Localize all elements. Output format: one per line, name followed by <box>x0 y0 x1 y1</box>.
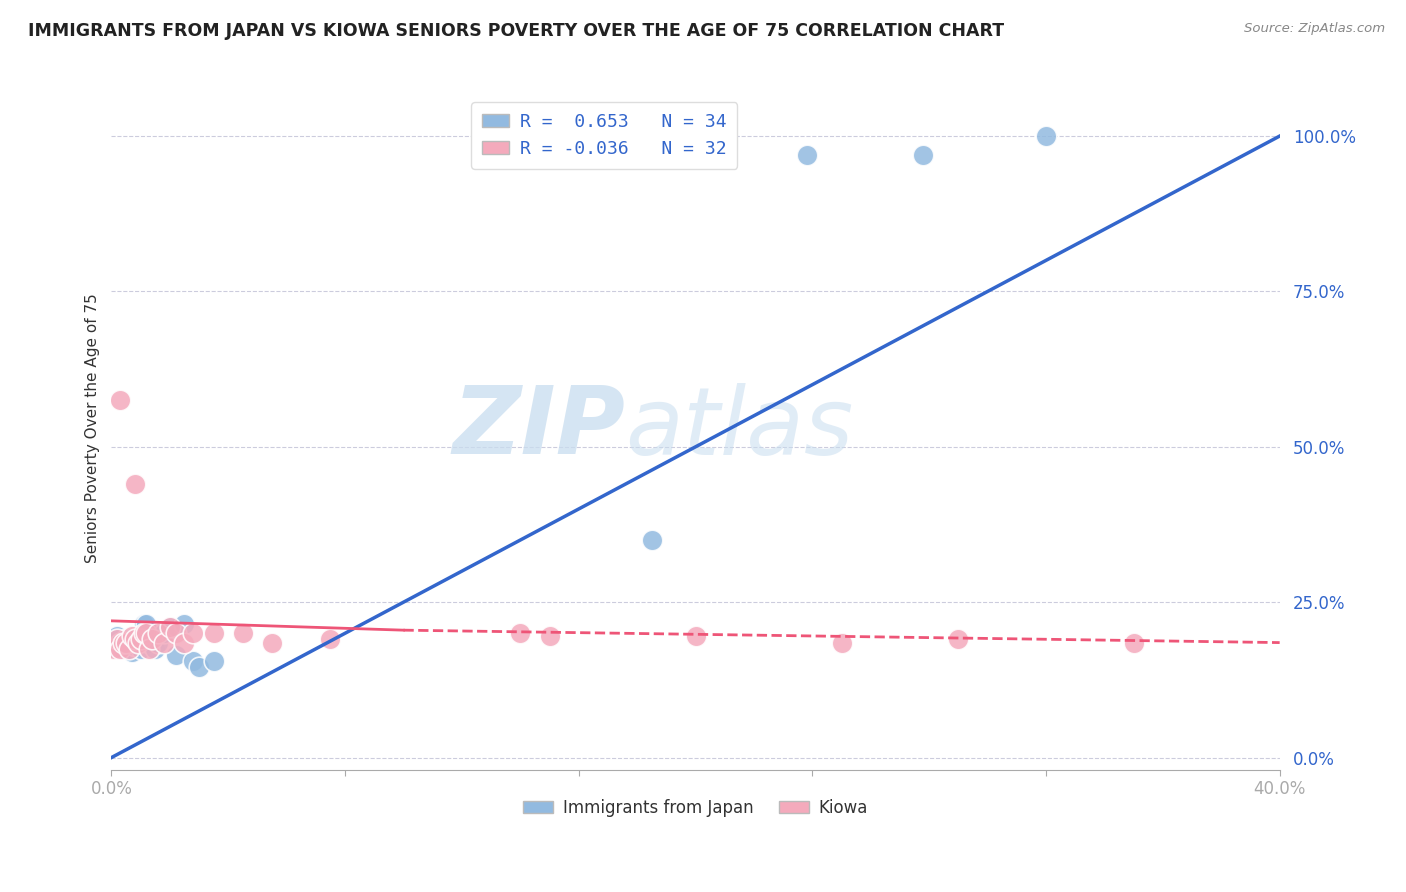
Point <box>685 629 707 643</box>
Point <box>103 641 125 656</box>
Point <box>1122 635 1144 649</box>
Point <box>181 626 204 640</box>
Point <box>138 635 160 649</box>
Point <box>124 639 146 653</box>
Point <box>143 641 166 656</box>
Point <box>173 635 195 649</box>
Point <box>202 654 225 668</box>
Point <box>188 660 211 674</box>
Text: Source: ZipAtlas.com: Source: ZipAtlas.com <box>1244 22 1385 36</box>
Point <box>118 641 141 656</box>
Point <box>108 641 131 656</box>
Point <box>1035 129 1057 144</box>
Point <box>135 616 157 631</box>
Point <box>124 632 146 647</box>
Point <box>127 635 149 649</box>
Point <box>141 632 163 647</box>
Point <box>112 635 135 649</box>
Point <box>260 635 283 649</box>
Text: ZIP: ZIP <box>453 382 626 475</box>
Point <box>319 632 342 647</box>
Point <box>232 626 254 640</box>
Point <box>121 632 143 647</box>
Point <box>121 645 143 659</box>
Point <box>202 626 225 640</box>
Text: IMMIGRANTS FROM JAPAN VS KIOWA SENIORS POVERTY OVER THE AGE OF 75 CORRELATION CH: IMMIGRANTS FROM JAPAN VS KIOWA SENIORS P… <box>28 22 1004 40</box>
Point <box>912 147 935 161</box>
Point <box>112 641 135 656</box>
Y-axis label: Seniors Poverty Over the Age of 75: Seniors Poverty Over the Age of 75 <box>86 293 100 563</box>
Point <box>641 533 664 547</box>
Point <box>115 639 138 653</box>
Point <box>165 648 187 662</box>
Point <box>105 641 128 656</box>
Point <box>146 626 169 640</box>
Point <box>132 616 155 631</box>
Point <box>108 635 131 649</box>
Point <box>129 632 152 647</box>
Point <box>121 629 143 643</box>
Point <box>146 635 169 649</box>
Point <box>138 641 160 656</box>
Point <box>135 626 157 640</box>
Point <box>118 641 141 656</box>
Point <box>159 620 181 634</box>
Point <box>124 635 146 649</box>
Legend: Immigrants from Japan, Kiowa: Immigrants from Japan, Kiowa <box>516 792 875 823</box>
Point <box>165 626 187 640</box>
Point <box>108 639 131 653</box>
Point <box>127 635 149 649</box>
Point <box>159 620 181 634</box>
Point <box>118 635 141 649</box>
Point <box>141 632 163 647</box>
Point <box>132 626 155 640</box>
Point <box>173 616 195 631</box>
Point <box>112 635 135 649</box>
Text: atlas: atlas <box>626 383 853 474</box>
Point <box>108 393 131 408</box>
Point <box>105 629 128 643</box>
Point <box>948 632 970 647</box>
Point <box>115 635 138 649</box>
Point <box>153 626 176 640</box>
Point <box>124 477 146 491</box>
Point <box>509 626 531 640</box>
Point <box>538 629 561 643</box>
Point <box>105 632 128 647</box>
Point <box>103 635 125 649</box>
Point <box>796 147 818 161</box>
Point <box>115 632 138 647</box>
Point <box>153 635 176 649</box>
Point <box>181 654 204 668</box>
Point <box>831 635 853 649</box>
Point <box>129 641 152 656</box>
